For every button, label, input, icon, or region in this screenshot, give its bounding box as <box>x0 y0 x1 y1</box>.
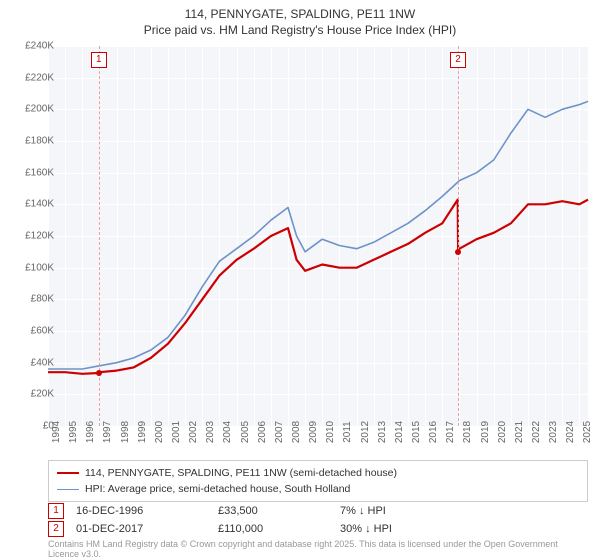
x-axis-label: 2000 <box>154 421 165 443</box>
x-axis-label: 2004 <box>222 421 233 443</box>
tx-date: 16-DEC-1996 <box>76 505 206 517</box>
y-axis-label: £220K <box>10 72 54 83</box>
x-axis-label: 2007 <box>274 421 285 443</box>
legend-row-hpi: HPI: Average price, semi-detached house,… <box>57 481 579 497</box>
chart-container: 114, PENNYGATE, SPALDING, PE11 1NW Price… <box>0 0 600 560</box>
marker-dot-1 <box>96 370 102 376</box>
transaction-table: 1 16-DEC-1996 £33,500 7% ↓ HPI 2 01-DEC-… <box>48 502 588 538</box>
x-axis-label: 2016 <box>428 421 439 443</box>
y-axis-label: £40K <box>10 357 54 368</box>
y-axis-label: £20K <box>10 389 54 400</box>
x-axis-label: 1995 <box>68 421 79 443</box>
x-axis-label: 1999 <box>137 421 148 443</box>
y-axis-label: £0 <box>10 421 54 432</box>
legend-swatch-hpi <box>57 489 79 490</box>
x-axis-label: 2011 <box>342 421 353 443</box>
x-axis-label: 2013 <box>377 421 388 443</box>
x-axis-label: 2019 <box>480 421 491 443</box>
tx-pct: 7% ↓ HPI <box>340 505 460 517</box>
title-line-2: Price paid vs. HM Land Registry's House … <box>0 22 600 38</box>
legend-row-price-paid: 114, PENNYGATE, SPALDING, PE11 1NW (semi… <box>57 465 579 481</box>
attribution-text: Contains HM Land Registry data © Crown c… <box>48 540 588 560</box>
x-axis-label: 1994 <box>51 421 62 443</box>
tx-date: 01-DEC-2017 <box>76 523 206 535</box>
x-axis-label: 2010 <box>325 421 336 443</box>
chart-title: 114, PENNYGATE, SPALDING, PE11 1NW Price… <box>0 0 600 38</box>
x-axis-label: 2014 <box>394 421 405 443</box>
x-axis-label: 1997 <box>102 421 113 443</box>
table-row: 1 16-DEC-1996 £33,500 7% ↓ HPI <box>48 502 588 520</box>
x-axis-label: 2018 <box>462 421 473 443</box>
y-axis-label: £100K <box>10 262 54 273</box>
marker-box-2: 2 <box>450 52 466 68</box>
x-axis-label: 2025 <box>582 421 593 443</box>
series-line-price_paid <box>48 200 588 374</box>
x-axis-label: 2006 <box>257 421 268 443</box>
x-axis-label: 2022 <box>531 421 542 443</box>
series-line-hpi <box>48 101 588 369</box>
chart-lines <box>48 46 588 426</box>
y-axis-label: £200K <box>10 104 54 115</box>
marker-dot-2 <box>455 249 461 255</box>
marker-box-1: 1 <box>48 503 64 519</box>
marker-box-1: 1 <box>91 52 107 68</box>
x-axis-label: 1996 <box>85 421 96 443</box>
legend: 114, PENNYGATE, SPALDING, PE11 1NW (semi… <box>48 460 588 502</box>
x-axis-label: 2017 <box>445 421 456 443</box>
x-axis-label: 2002 <box>188 421 199 443</box>
marker-box-2: 2 <box>48 521 64 537</box>
x-axis-label: 2024 <box>565 421 576 443</box>
marker-line-2 <box>458 46 459 426</box>
tx-price: £33,500 <box>218 505 328 517</box>
x-axis-label: 2021 <box>514 421 525 443</box>
table-row: 2 01-DEC-2017 £110,000 30% ↓ HPI <box>48 520 588 538</box>
y-axis-label: £120K <box>10 231 54 242</box>
x-axis-label: 2020 <box>497 421 508 443</box>
y-axis-label: £180K <box>10 136 54 147</box>
tx-price: £110,000 <box>218 523 328 535</box>
x-axis-label: 2015 <box>411 421 422 443</box>
y-axis-label: £140K <box>10 199 54 210</box>
x-axis-label: 2005 <box>240 421 251 443</box>
x-axis-label: 2023 <box>548 421 559 443</box>
y-axis-label: £240K <box>10 41 54 52</box>
plot-area: 12 <box>48 46 588 426</box>
legend-label-hpi: HPI: Average price, semi-detached house,… <box>85 483 350 495</box>
x-axis-label: 2008 <box>291 421 302 443</box>
legend-label-price-paid: 114, PENNYGATE, SPALDING, PE11 1NW (semi… <box>85 467 397 479</box>
y-axis-label: £80K <box>10 294 54 305</box>
x-axis-label: 1998 <box>120 421 131 443</box>
x-axis-label: 2001 <box>171 421 182 443</box>
x-axis-label: 2003 <box>205 421 216 443</box>
x-axis-label: 2012 <box>360 421 371 443</box>
legend-swatch-price-paid <box>57 472 79 474</box>
title-line-1: 114, PENNYGATE, SPALDING, PE11 1NW <box>0 6 600 22</box>
tx-pct: 30% ↓ HPI <box>340 523 460 535</box>
x-axis-label: 2009 <box>308 421 319 443</box>
y-axis-label: £60K <box>10 326 54 337</box>
y-axis-label: £160K <box>10 167 54 178</box>
